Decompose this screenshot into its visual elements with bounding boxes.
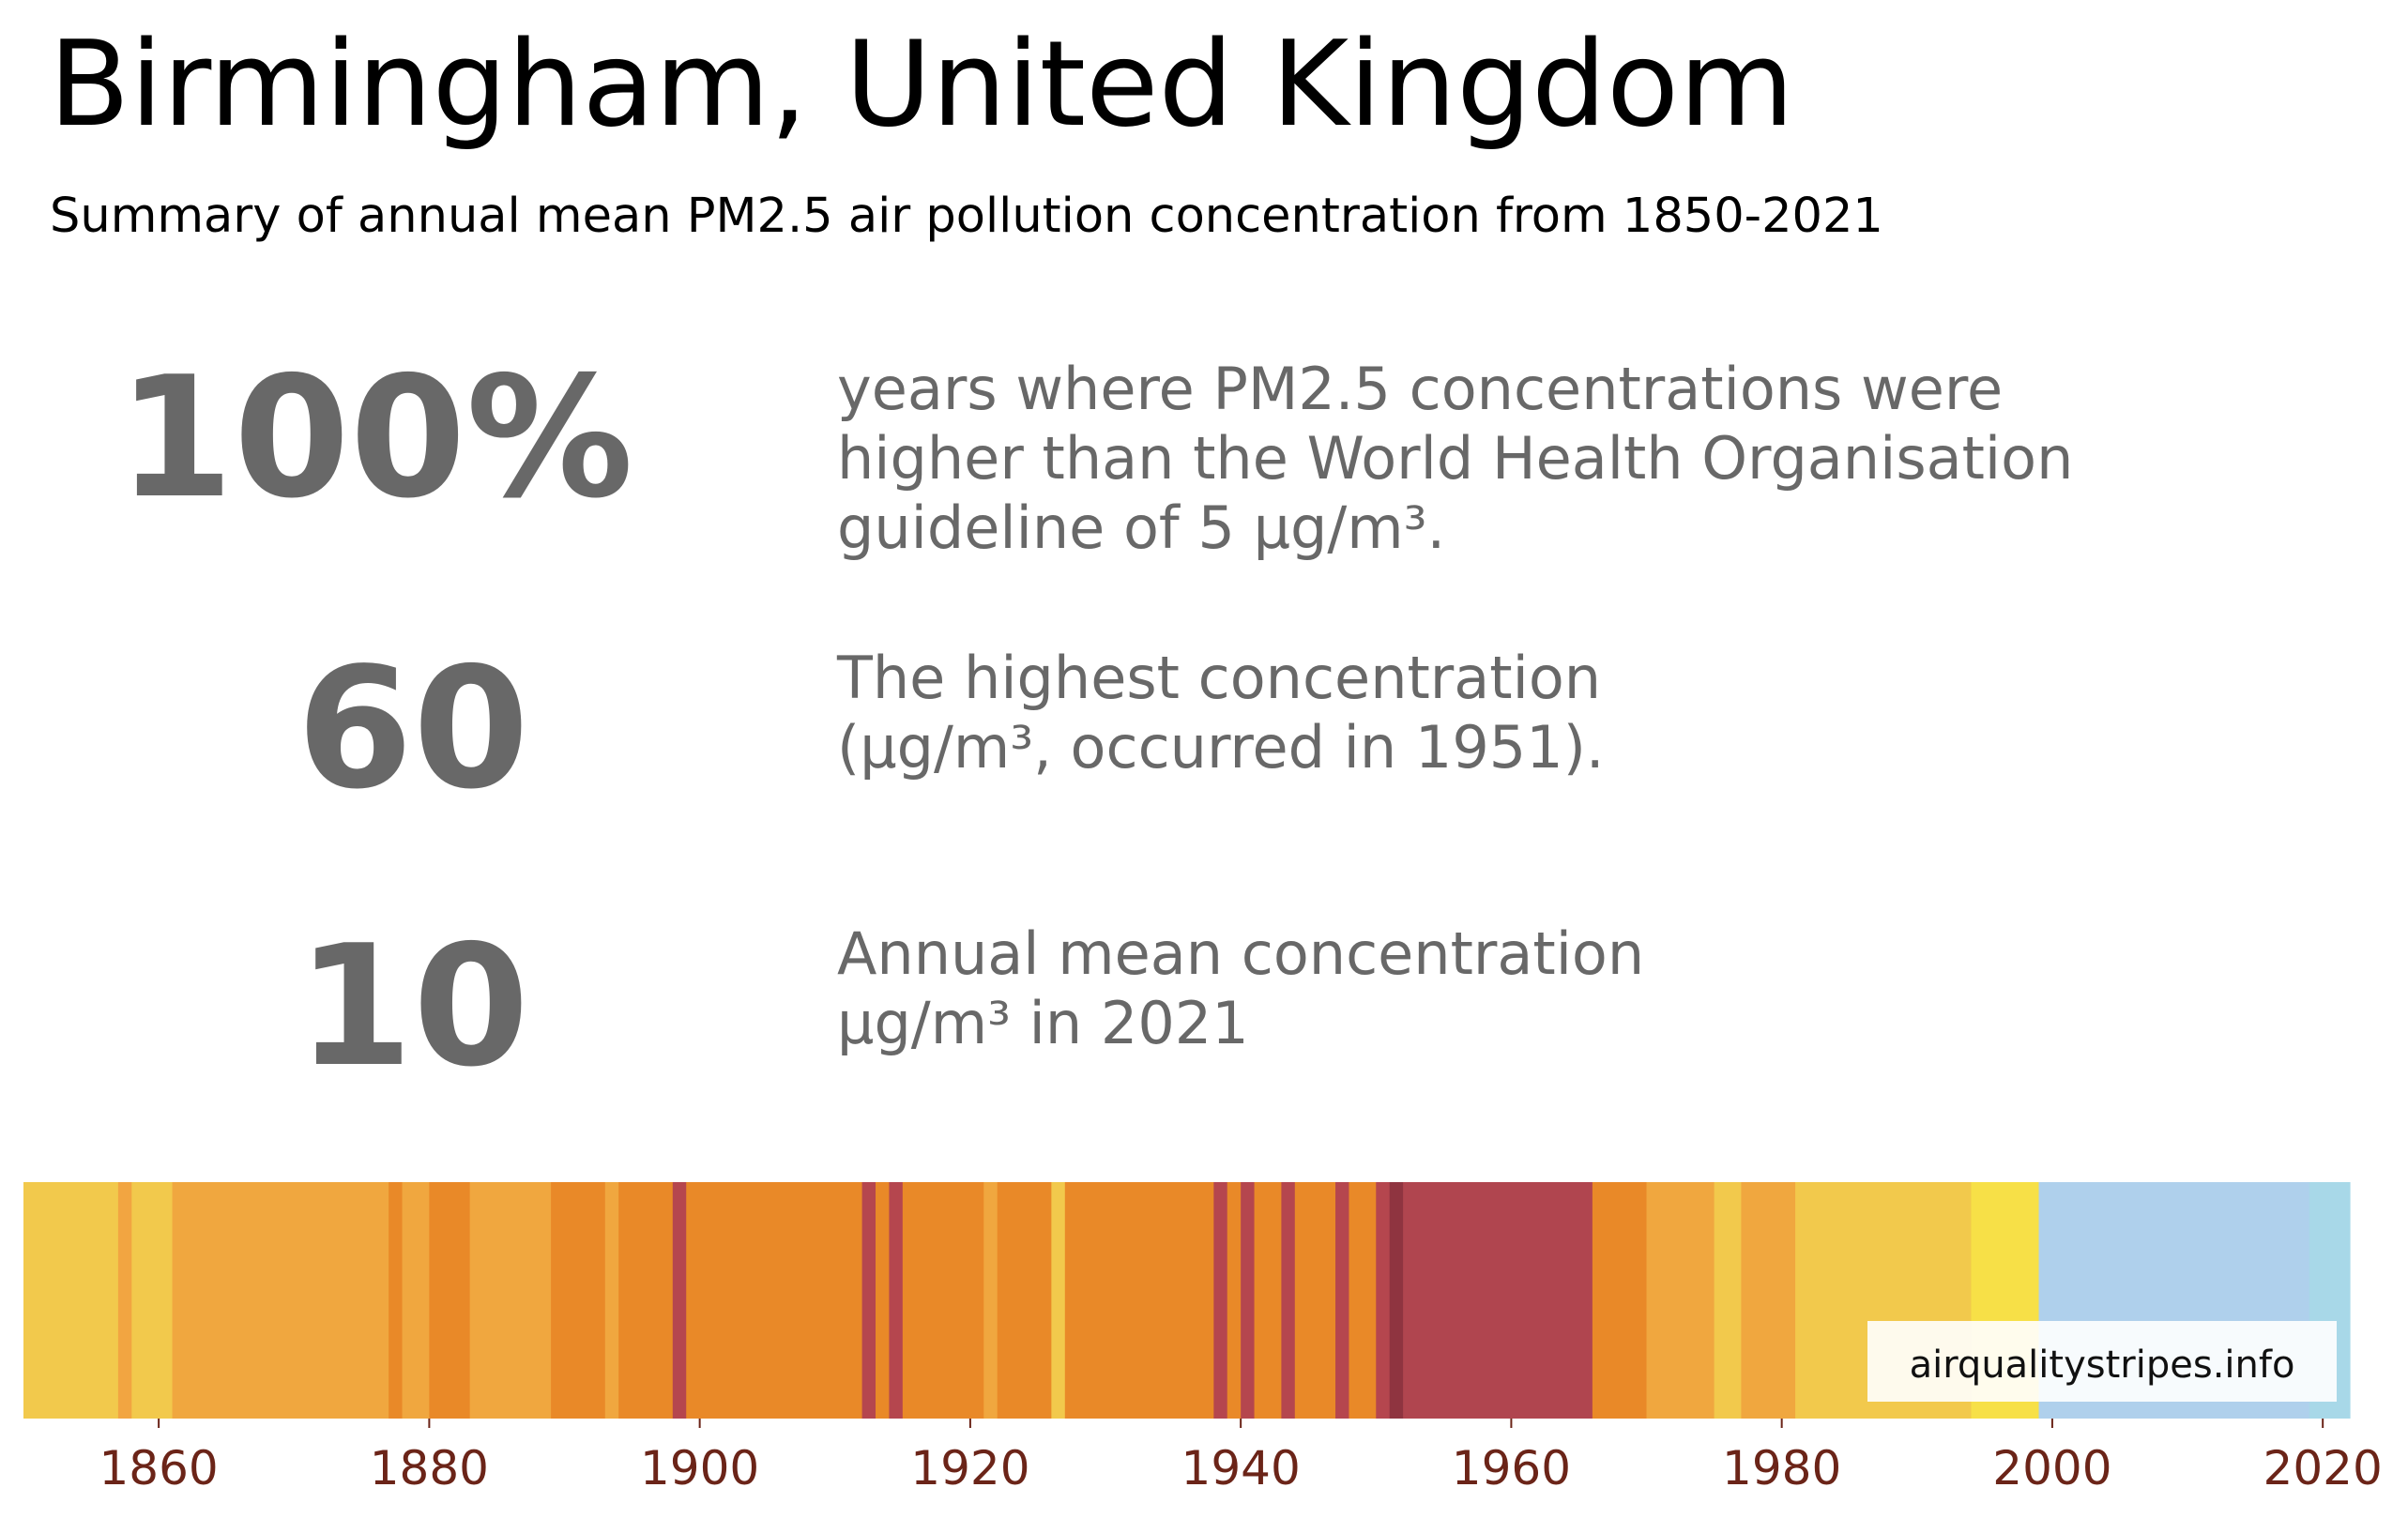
stripe-1940-1941 [1241, 1182, 1256, 1419]
stat-text-exceedance: years where PM2.5 concentrations were hi… [837, 355, 2073, 563]
stripe-1898-1899 [672, 1182, 687, 1419]
stat-text-line: The highest concentration [837, 644, 1602, 712]
stripe-1950-1951 [1376, 1182, 1391, 1419]
x-tick-label: 2000 [1992, 1441, 2111, 1495]
x-tick-label: 2020 [2263, 1441, 2383, 1495]
stripes-group [23, 1182, 2351, 1419]
stat-text-line: higher than the World Health Organisatio… [837, 424, 2074, 493]
stripe-1927-1938 [1064, 1182, 1214, 1419]
stripe-1914-1915 [889, 1182, 904, 1419]
stripe-1913-1914 [876, 1182, 891, 1419]
stripe-1889-1893 [551, 1182, 606, 1419]
stat-text-line: years where PM2.5 concentrations were [837, 355, 2004, 423]
stripe-1915-1921 [902, 1182, 984, 1419]
stripe-1951-1952 [1389, 1182, 1404, 1419]
stripe-1894-1898 [618, 1182, 674, 1419]
x-tick-label: 1900 [640, 1441, 759, 1495]
stripe-1883-1889 [469, 1182, 552, 1419]
stripe-1977-1981 [1741, 1182, 1796, 1419]
x-tick-label: 1880 [370, 1441, 489, 1495]
stripe-1952-1966 [1403, 1182, 1593, 1419]
stripe-1921-1922 [983, 1182, 998, 1419]
stripe-1857-1858 [117, 1182, 132, 1419]
stat-text-line: µg/m³ in 2021 [837, 989, 1249, 1057]
stripe-1850-1857 [23, 1182, 119, 1419]
stripes-chart: 1860 1880 1900 1920 1940 1960 1980 2000 2020 air… [23, 1182, 2383, 1495]
stripe-1893-1894 [604, 1182, 619, 1419]
stripe-1944-1947 [1294, 1182, 1336, 1419]
watermark-text: airqualitystripes.info [1910, 1343, 2295, 1387]
stripe-1878-1880 [402, 1182, 430, 1419]
stat-value-latest: 10 [297, 909, 529, 1103]
stripe-1880-1883 [429, 1182, 471, 1419]
stat-value-highest: 60 [297, 631, 529, 826]
stripe-1975-1977 [1714, 1182, 1743, 1419]
stripe-1899-1912 [686, 1182, 863, 1419]
stripe-1926-1927 [1051, 1182, 1066, 1419]
page-title: Birmingham, United Kingdom [49, 15, 1794, 153]
stat-value-exceedance: 100% [117, 341, 633, 535]
x-tick-label: 1860 [99, 1441, 219, 1495]
stripe-1877-1878 [389, 1182, 404, 1419]
x-tick-label: 1960 [1452, 1441, 1571, 1495]
stripe-1947-1948 [1335, 1182, 1350, 1419]
stat-text-line: guideline of 5 µg/m³. [837, 493, 1446, 562]
x-tick-label: 1980 [1722, 1441, 1841, 1495]
stripe-1966-1970 [1592, 1182, 1648, 1419]
stripe-1912-1913 [861, 1182, 876, 1419]
stripe-1939-1940 [1227, 1182, 1242, 1419]
stripe-1943-1944 [1281, 1182, 1296, 1419]
stat-text-latest: Annual mean concentration µg/m³ in 2021 [837, 919, 1644, 1058]
watermark-box: airqualitystripes.info [1867, 1321, 2337, 1402]
x-axis: 1860 1880 1900 1920 1940 1960 1980 2000 2020 [99, 1419, 2383, 1495]
stat-text-line: Annual mean concentration [837, 919, 1645, 988]
stat-text-line: (µg/m³, occurred in 1951). [837, 713, 1605, 782]
stripe-1970-1975 [1646, 1182, 1715, 1419]
stripe-1941-1943 [1254, 1182, 1282, 1419]
page-subtitle: Summary of annual mean PM2.5 air polluti… [50, 189, 1883, 244]
stripe-1948-1950 [1349, 1182, 1377, 1419]
stripe-1922-1926 [997, 1182, 1052, 1419]
stat-text-highest: The highest concentration (µg/m³, occurr… [837, 644, 1605, 782]
stripe-1938-1939 [1213, 1182, 1228, 1419]
x-tick-label: 1920 [910, 1441, 1029, 1495]
stripe-1861-1877 [172, 1182, 389, 1419]
x-tick-label: 1940 [1181, 1441, 1301, 1495]
stripe-1858-1861 [131, 1182, 174, 1419]
